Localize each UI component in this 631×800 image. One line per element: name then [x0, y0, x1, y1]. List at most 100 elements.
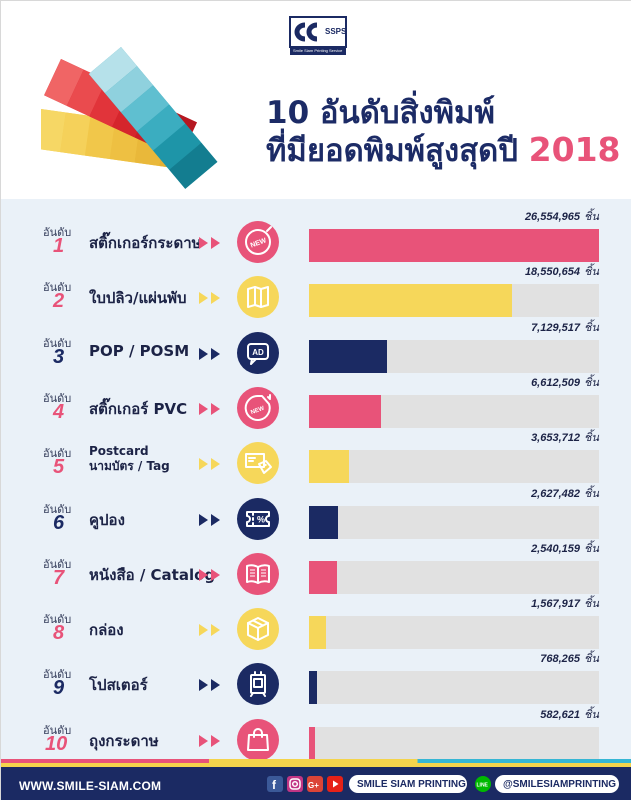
double-arrow-icon [198, 290, 224, 305]
unit-label: ชิ้น [584, 431, 599, 445]
website-link[interactable]: WWW.SMILE-SIAM.COM [19, 779, 162, 793]
double-arrow-icon [198, 622, 224, 637]
rank-number: 10 [45, 732, 68, 755]
line-icon[interactable]: LINE [475, 776, 491, 792]
footer-color-stripe [1, 759, 631, 763]
facebook-search-text: SMILE SIAM PRINTING [357, 778, 466, 790]
data-label: 6,612,509 ชิ้น [431, 373, 599, 391]
paper-bag-icon [237, 718, 279, 761]
data-value: 2,627,482 [531, 487, 580, 500]
svg-text:NEW: NEW [250, 237, 268, 249]
google-plus-icon[interactable]: G+ [307, 776, 323, 792]
rank-label: อันดับ [43, 613, 72, 627]
data-label: 2,627,482 ชิ้น [431, 484, 599, 502]
data-label: 26,554,965 ชิ้น [431, 207, 599, 225]
category-label: ใบปลิว/แผ่นพับ [89, 289, 187, 308]
chart-row: อันดับ 9 โปสเตอร์ 768,265 ชิ้น [1, 652, 631, 719]
data-value: 26,554,965 [524, 211, 580, 223]
bar [309, 284, 512, 318]
svg-text:NEW: NEW [250, 405, 266, 416]
rank-label: อันดับ [43, 336, 72, 350]
new-sticker-icon: NEW [237, 386, 279, 429]
category-label: หนังสือ / Catalog [89, 565, 216, 584]
unit-label: ชิ้น [584, 375, 599, 389]
rank-label: อันดับ [43, 447, 72, 461]
ssps-logo: SSPS Smile Siam Printing Service [287, 15, 349, 59]
data-value: 2,540,159 [531, 542, 580, 555]
logo-text: SSPS [325, 27, 347, 36]
footer: WWW.SMILE-SIAM.COM f G+ SMILE SIAM PRINT… [1, 763, 631, 800]
rank-number: 4 [53, 400, 65, 423]
rank-label: อันดับ [43, 668, 72, 682]
bar-track [309, 616, 599, 650]
bar-track [309, 284, 599, 318]
bar-track [309, 505, 599, 539]
category-label: POP / POSM [89, 341, 190, 360]
chart-row: อันดับ 3 POP / POSM AD 7,129,517 ชิ้น [1, 321, 631, 388]
title-year: 2018 [528, 130, 621, 169]
svg-text:AD: AD [252, 348, 264, 357]
open-book-icon [237, 552, 279, 595]
data-label: 7,129,517 ชิ้น [431, 318, 599, 336]
unit-label: ชิ้น [584, 265, 599, 279]
double-arrow-icon [198, 456, 224, 471]
double-arrow-icon [198, 733, 224, 747]
chart-panel: อันดับ 1 สติ๊กเกอร์กระดาษ NEW 26,554,965 ชิ้น… [1, 199, 631, 763]
facebook-icon[interactable]: f [267, 776, 283, 792]
bar [309, 671, 318, 705]
instagram-icon[interactable] [287, 776, 303, 792]
rank-label: อันดับ [43, 226, 72, 239]
color-swatch-fan-illustration [41, 47, 218, 189]
unit-label: ชิ้น [584, 320, 599, 334]
ad-sign-icon: AD [237, 331, 279, 374]
rank-number: 2 [53, 290, 65, 313]
category-label: สติ๊กเกอร์กระดาษ [89, 234, 202, 252]
unit-label: ชิ้น [584, 210, 599, 223]
bar-track [309, 229, 599, 262]
double-arrow-icon [198, 235, 224, 249]
double-arrow-icon [198, 677, 224, 692]
rank-number: 5 [53, 456, 65, 479]
bar-track [309, 726, 599, 760]
rank-number: 9 [53, 677, 65, 700]
data-value: 7,129,517 [531, 321, 580, 334]
rank-label: อันดับ [43, 723, 72, 737]
facebook-search-box[interactable]: SMILE SIAM PRINTING [349, 775, 467, 793]
coupon-icon: % [237, 497, 279, 540]
poster-stand-icon [237, 663, 279, 706]
bar-track [309, 339, 599, 373]
chart-row: อันดับ 4 สติ๊กเกอร์ PVC NEW 6,612,509 ชิ้น [1, 376, 631, 443]
rank-label: อันดับ [43, 391, 72, 405]
double-arrow-icon [198, 346, 224, 360]
svg-text:G+: G+ [308, 781, 319, 790]
header: SSPS Smile Siam Printing Service 10 อันด… [1, 1, 631, 199]
rank-number: 1 [53, 235, 65, 257]
category-label: กล่อง [89, 621, 124, 640]
line-search-text: @SMILESIAMPRINTING [503, 778, 617, 790]
bar-track [309, 450, 599, 484]
unit-label: ชิ้น [584, 707, 599, 721]
double-arrow-icon [198, 401, 224, 415]
svg-text:LINE: LINE [477, 783, 489, 789]
line-search-box[interactable]: @SMILESIAMPRINTING [495, 775, 619, 793]
page-title-line1: 10 อันดับสิ่งพิมพ์ [266, 95, 495, 131]
bar [309, 560, 337, 594]
chart-row: อันดับ 7 หนังสือ / Catalog 2,540,159 ชิ้น [1, 542, 631, 609]
chart-row: อันดับ 6 คูปอง% 2,627,482 ชิ้น [1, 487, 631, 554]
category-label: คูปอง [89, 510, 125, 529]
bar-track [309, 394, 599, 428]
data-label: 18,550,654 ชิ้น [431, 262, 599, 280]
rank-number: 8 [53, 622, 65, 645]
chart-row: อันดับ 10 ถุงกระดาษ 582,621 ชิ้น [1, 708, 631, 775]
category-label: โปสเตอร์ [89, 676, 148, 695]
bar-track [309, 671, 599, 705]
data-label: 582,621 ชิ้น [431, 705, 599, 723]
youtube-icon[interactable] [327, 776, 343, 792]
rank-label: อันดับ [43, 502, 72, 516]
double-arrow-icon [198, 567, 224, 581]
unit-label: ชิ้น [584, 541, 599, 555]
chart-row: อันดับ 8 กล่อง 1,567,917 ชิ้น [1, 597, 631, 664]
bar [309, 394, 382, 428]
data-value: 1,567,917 [531, 598, 580, 611]
unit-label: ชิ้น [584, 597, 599, 611]
